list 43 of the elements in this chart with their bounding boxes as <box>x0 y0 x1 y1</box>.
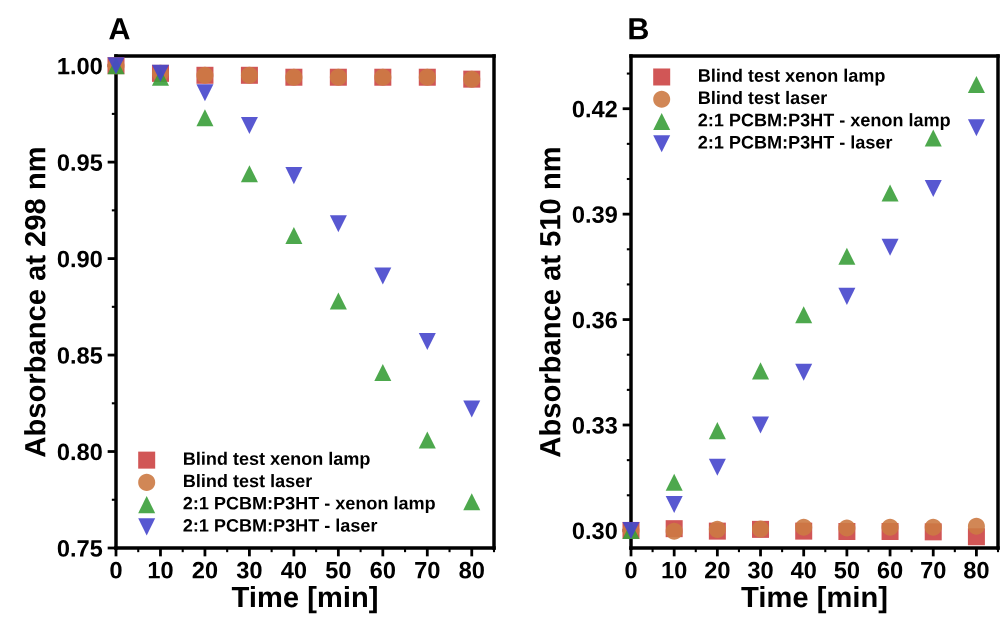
x-tick-label: 20 <box>192 561 218 579</box>
x-tick-label: 50 <box>325 561 351 579</box>
y-tick-label: 0.30 <box>572 522 617 540</box>
legend-label: 2:1 PCBM:P3HT - xenon lamp <box>698 113 950 130</box>
x-tick-label: 10 <box>148 561 173 579</box>
y-tick-label: 1.00 <box>58 57 102 75</box>
y-tick-label: 0.39 <box>572 206 617 223</box>
chart-title: A <box>109 18 130 40</box>
x-tick-label: 40 <box>790 561 816 579</box>
x-tick-label: 10 <box>662 561 687 579</box>
x-tick-label: 0 <box>625 561 637 579</box>
x-tick-label: 30 <box>236 561 262 579</box>
y-tick-label: 0.80 <box>57 443 102 461</box>
x-tick-label: 80 <box>964 561 989 579</box>
y-tick-label: 0.33 <box>572 417 617 434</box>
chart-title: B <box>629 18 649 40</box>
y-axis-title: Absorbance at 510 nm <box>539 148 561 457</box>
y-tick-label: 0.75 <box>57 540 103 557</box>
x-tick-label: 50 <box>834 561 860 579</box>
legend-label: 2:1 PCBM:P3HT - laser <box>698 135 893 149</box>
x-tick-label: 60 <box>370 561 395 579</box>
legend-label: Blind test laser <box>184 474 312 488</box>
x-tick-label: 60 <box>877 561 903 579</box>
x-tick-label: 70 <box>921 561 946 579</box>
x-tick-label: 30 <box>747 561 773 579</box>
y-tick-label: 0.42 <box>572 100 617 118</box>
y-axis-title: Absorbance at 298 nm <box>24 148 46 457</box>
y-tick-label: 0.36 <box>572 311 617 329</box>
legend-label: 2:1 PCBM:P3HT - xenon lamp <box>183 496 435 514</box>
x-axis-title: Time [min] <box>741 585 887 614</box>
y-tick-label: 0.85 <box>57 347 103 364</box>
legend-label: Blind test xenon lamp <box>699 68 885 86</box>
legend-label: Blind test xenon lamp <box>184 451 370 469</box>
legend-label: Blind test laser <box>699 90 827 105</box>
y-tick-label: 0.95 <box>57 154 103 171</box>
x-axis-title: Time [min] <box>231 585 377 614</box>
legend-label: 2:1 PCBM:P3HT - laser <box>183 518 378 532</box>
x-tick-label: 40 <box>281 561 307 579</box>
x-tick-label: 20 <box>705 561 730 579</box>
x-tick-label: 80 <box>459 561 484 579</box>
x-tick-label: 0 <box>110 561 122 579</box>
y-tick-label: 0.90 <box>57 250 102 268</box>
x-tick-label: 70 <box>415 561 440 579</box>
